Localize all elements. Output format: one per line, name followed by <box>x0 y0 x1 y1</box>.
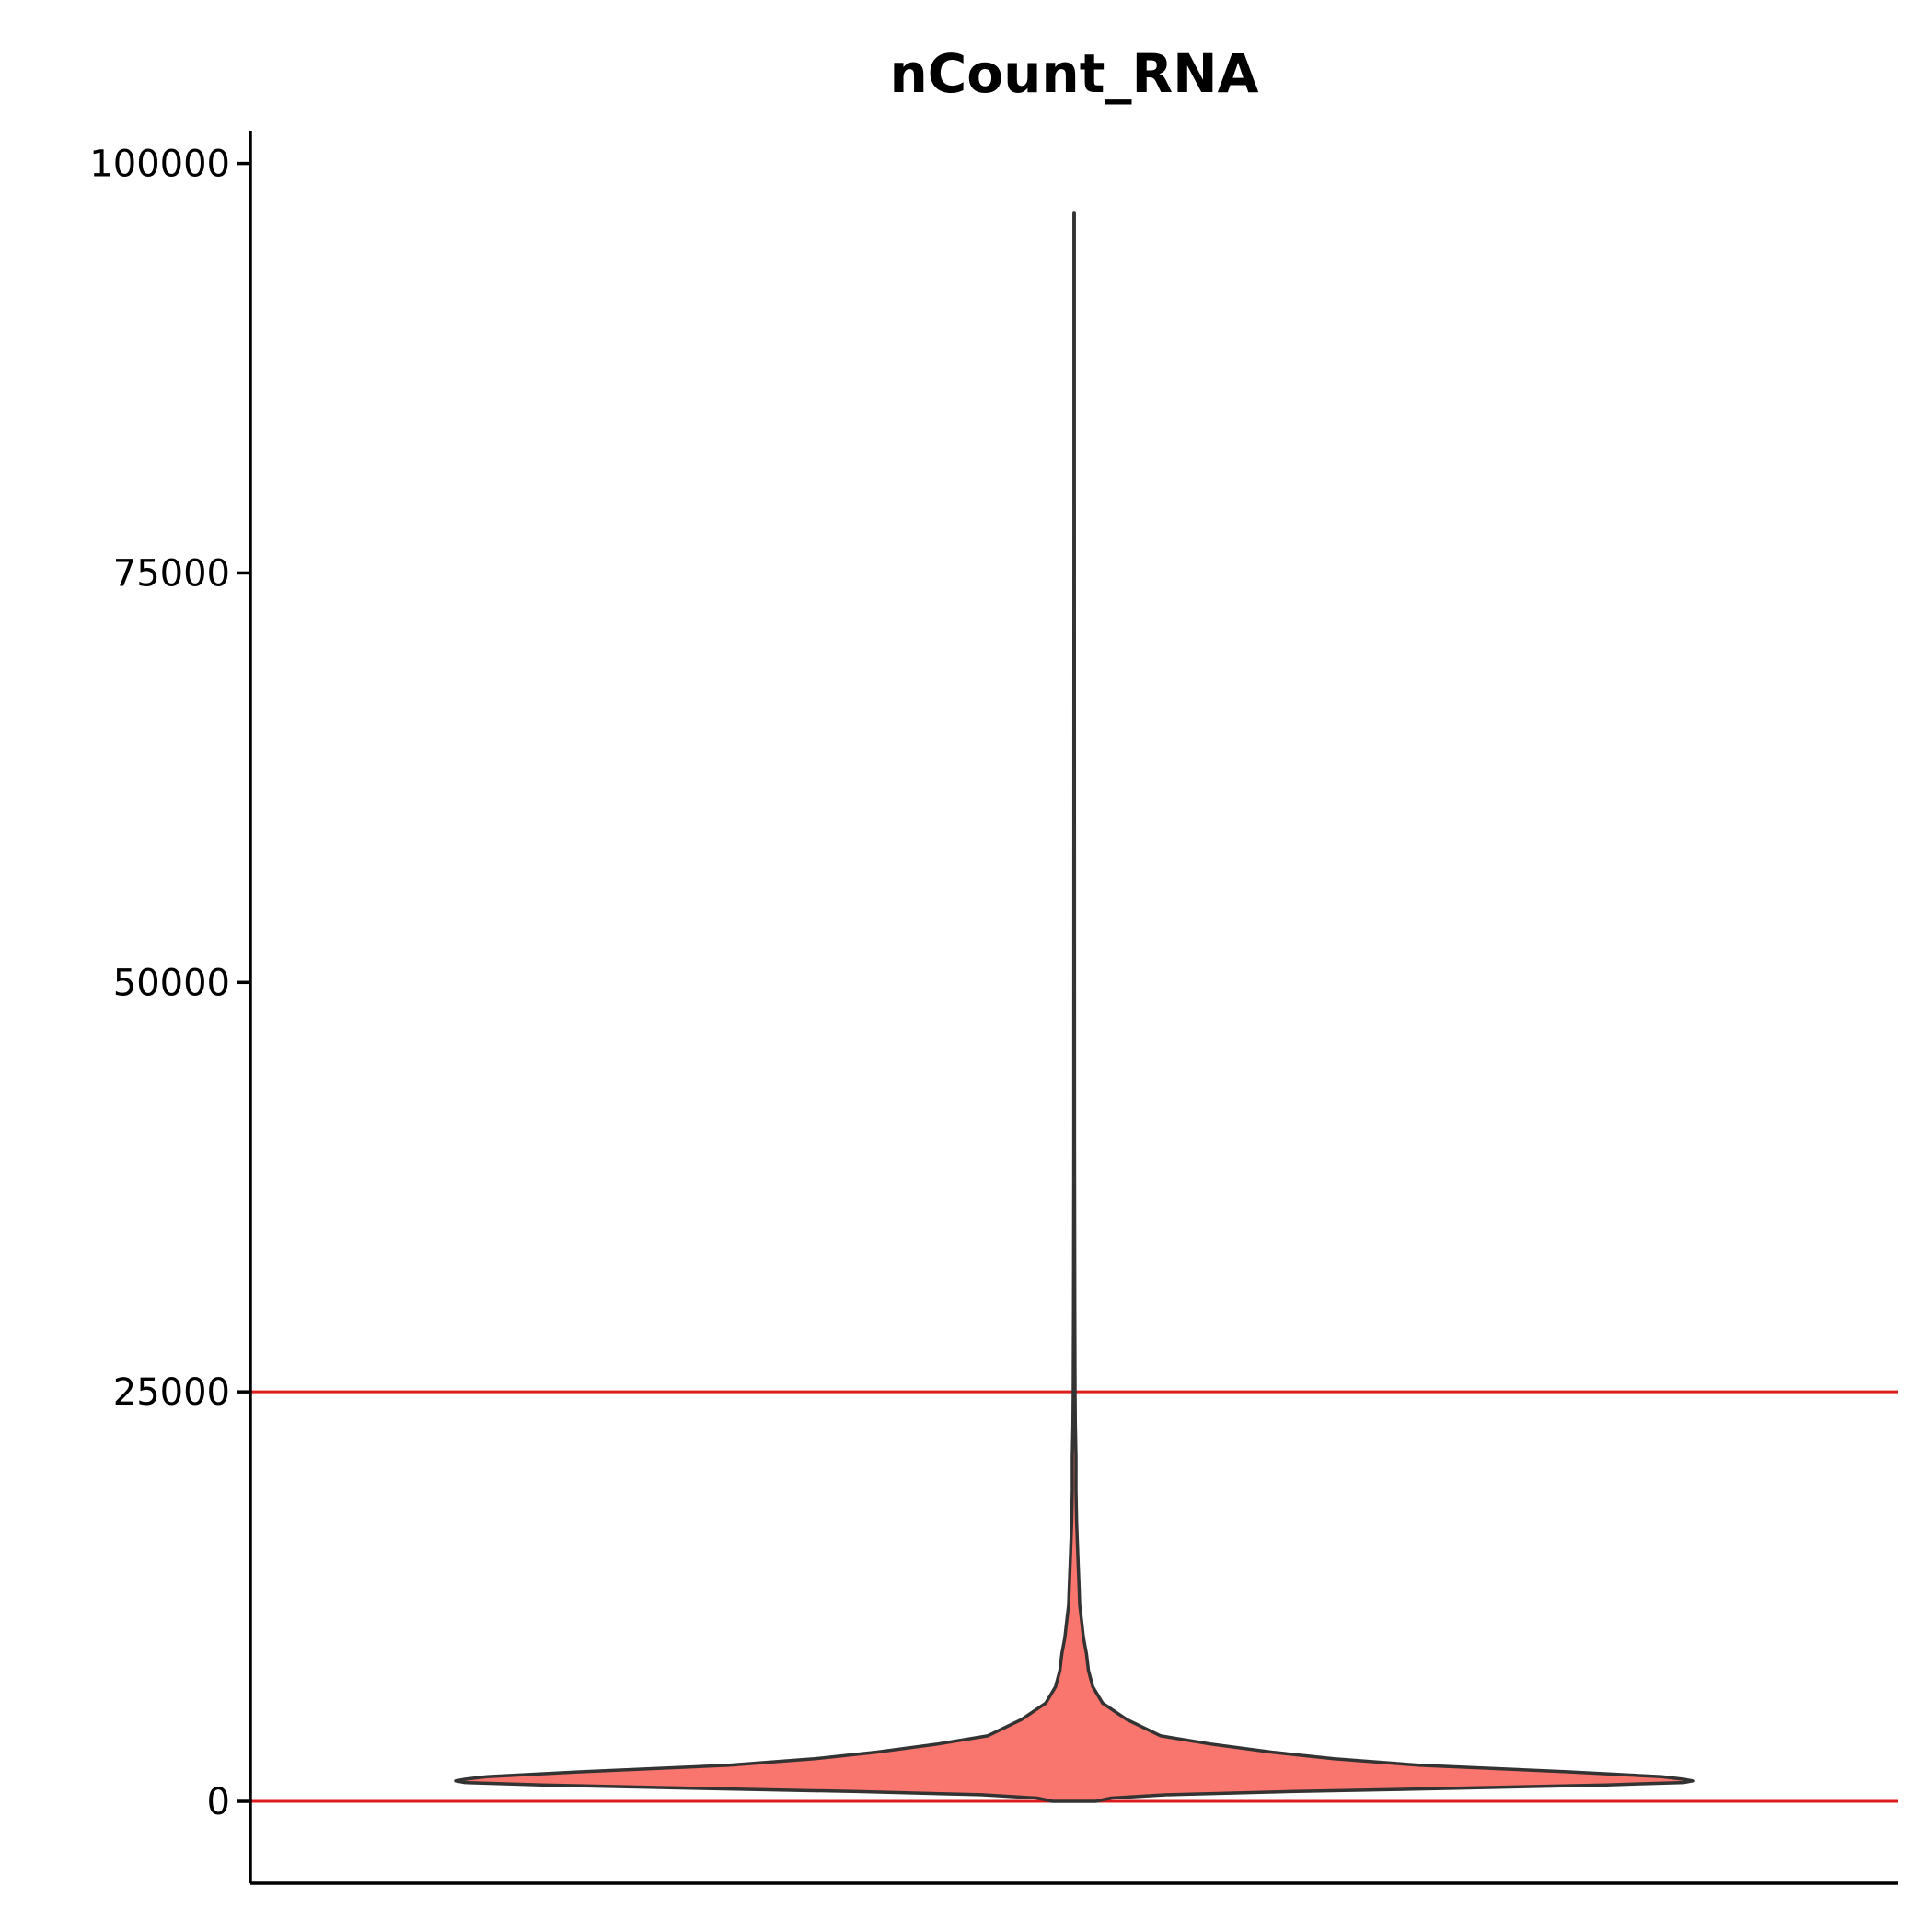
chart-title: nCount_RNA <box>889 42 1258 105</box>
y-tick-label-1: 25000 <box>113 1371 230 1414</box>
violin-body <box>454 211 1695 1803</box>
y-tick-label-0: 0 <box>207 1781 230 1823</box>
axes: 0 25000 50000 75000 100000 <box>89 131 1898 1885</box>
y-tick-label-3: 75000 <box>113 552 230 595</box>
y-tick-label-4: 100000 <box>89 144 230 186</box>
y-tick-label-2: 50000 <box>113 962 230 1004</box>
